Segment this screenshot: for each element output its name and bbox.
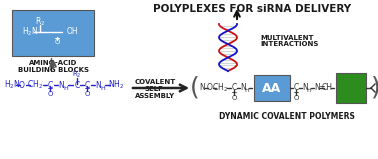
Text: DYNAMIC COVALENT POLYMERS: DYNAMIC COVALENT POLYMERS bbox=[219, 112, 355, 121]
Text: NH$_2$: NH$_2$ bbox=[108, 79, 124, 91]
Text: N: N bbox=[314, 83, 320, 93]
Text: C: C bbox=[84, 80, 90, 90]
Text: MULTIVALENT
INTERACTIONS: MULTIVALENT INTERACTIONS bbox=[260, 35, 318, 48]
Text: ASSEMBLY: ASSEMBLY bbox=[135, 93, 175, 99]
Text: N: N bbox=[58, 80, 64, 90]
Text: C: C bbox=[47, 80, 53, 90]
FancyBboxPatch shape bbox=[12, 10, 94, 56]
Text: R$_2$: R$_2$ bbox=[35, 16, 45, 28]
Text: N: N bbox=[199, 83, 205, 93]
Text: COVALENT: COVALENT bbox=[134, 79, 176, 85]
Text: C: C bbox=[231, 83, 237, 93]
Text: H$_2$N: H$_2$N bbox=[4, 79, 20, 91]
Text: OH: OH bbox=[66, 28, 78, 37]
Text: H: H bbox=[307, 89, 311, 93]
FancyBboxPatch shape bbox=[336, 73, 366, 103]
Text: O: O bbox=[207, 83, 213, 93]
Text: CH: CH bbox=[322, 83, 333, 93]
Text: SELF-: SELF- bbox=[144, 86, 166, 92]
Text: N: N bbox=[95, 80, 101, 90]
Text: O: O bbox=[84, 91, 90, 97]
Text: O: O bbox=[293, 95, 299, 101]
Text: N: N bbox=[302, 83, 308, 93]
Text: H$_2$N: H$_2$N bbox=[22, 26, 39, 38]
Text: AMINO-ACID
BUILDING BLOCKS: AMINO-ACID BUILDING BLOCKS bbox=[17, 60, 88, 73]
Text: N: N bbox=[240, 83, 246, 93]
Text: R$_2$: R$_2$ bbox=[72, 70, 82, 80]
Text: CH$_2$: CH$_2$ bbox=[212, 82, 228, 94]
Text: O: O bbox=[54, 39, 60, 45]
Text: POLYPLEXES FOR siRNA DELIVERY: POLYPLEXES FOR siRNA DELIVERY bbox=[153, 4, 351, 14]
Text: C: C bbox=[293, 83, 299, 93]
Text: H: H bbox=[101, 86, 105, 90]
Text: CH$_2$: CH$_2$ bbox=[27, 79, 43, 91]
Text: O: O bbox=[19, 80, 25, 90]
Text: H: H bbox=[64, 86, 68, 90]
FancyBboxPatch shape bbox=[254, 75, 290, 101]
Text: O: O bbox=[47, 91, 53, 97]
Text: C: C bbox=[74, 80, 80, 90]
Text: (: ( bbox=[190, 76, 200, 100]
Text: ): ) bbox=[371, 76, 378, 100]
Text: AA: AA bbox=[262, 82, 282, 94]
Text: H: H bbox=[245, 89, 249, 93]
Text: O: O bbox=[231, 95, 237, 101]
